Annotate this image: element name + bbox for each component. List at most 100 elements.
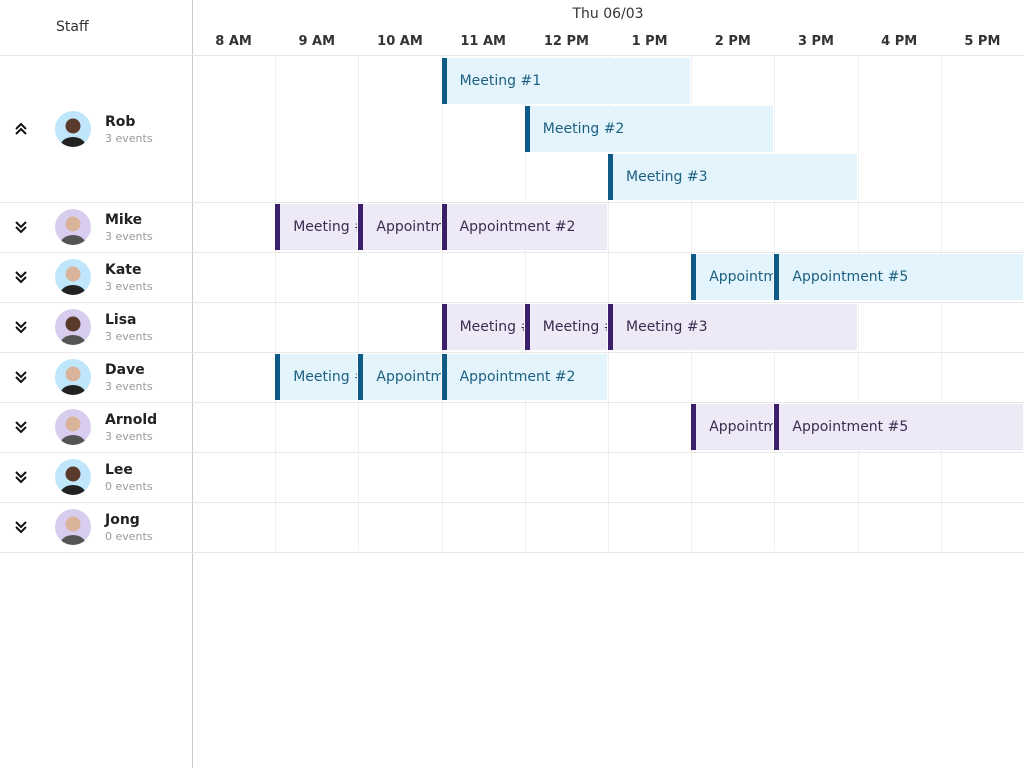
event-count: 3 events	[105, 380, 153, 393]
expand-toggle[interactable]	[14, 520, 28, 534]
event-title: Meeting #3	[626, 169, 708, 185]
event-count: 3 events	[105, 230, 153, 243]
event[interactable]: Meeting #1	[441, 304, 524, 350]
avatar	[55, 409, 91, 445]
event[interactable]: Appointment #2	[441, 354, 607, 400]
grid-line	[940, 56, 942, 551]
row-border	[0, 352, 1024, 353]
grid-line	[275, 56, 277, 551]
event[interactable]: Appointment #1	[358, 354, 441, 400]
event-accent	[275, 204, 281, 250]
avatar	[55, 309, 91, 345]
event-title: Appointment #4	[709, 419, 774, 435]
event-title: Appointment #4	[709, 269, 774, 285]
staff-name: Lee	[105, 462, 133, 478]
grid-line	[857, 56, 859, 551]
row-border	[0, 252, 1024, 253]
event[interactable]: Appointment #5	[774, 254, 1023, 300]
avatar	[55, 209, 91, 245]
event[interactable]: Meeting #2	[524, 304, 607, 350]
event-count: 0 events	[105, 530, 153, 543]
row-border	[0, 502, 1024, 503]
event-accent	[524, 106, 530, 152]
event[interactable]: Appointment #1	[358, 204, 441, 250]
row-border	[0, 552, 1024, 553]
event-count: 3 events	[105, 430, 153, 443]
staff-name: Arnold	[105, 412, 158, 428]
event[interactable]: Meeting #3	[608, 304, 857, 350]
staff-name: Jong	[105, 512, 140, 528]
event-title: Appointment #1	[376, 219, 441, 235]
event-accent	[441, 58, 447, 104]
expand-toggle[interactable]	[14, 220, 28, 234]
event-count: 3 events	[105, 280, 153, 293]
event[interactable]: Appointment #4	[691, 254, 774, 300]
event-title: Meeting #2	[542, 121, 625, 137]
divider	[192, 0, 193, 768]
event[interactable]: Appointment #2	[441, 204, 607, 250]
event-title: Appointment #1	[376, 369, 441, 385]
hour-label: 5 PM	[964, 34, 1001, 49]
event-accent	[691, 404, 697, 450]
grid-line	[358, 56, 360, 551]
event-accent	[774, 254, 780, 300]
hour-label: 3 PM	[797, 34, 834, 49]
event-title: Appointment #2	[459, 369, 576, 385]
event-accent	[275, 354, 281, 400]
event-title: Meeting #1	[293, 219, 357, 235]
hour-label: 2 PM	[714, 34, 751, 49]
expand-toggle[interactable]	[14, 270, 28, 284]
row-border	[0, 452, 1024, 453]
event-title: Meeting #1	[459, 73, 542, 89]
expand-toggle[interactable]	[14, 122, 28, 136]
event-accent	[441, 304, 447, 350]
staff-name: Rob	[105, 114, 136, 130]
row-border	[0, 402, 1024, 403]
event-count: 3 events	[105, 132, 153, 145]
staff-header: Staff	[56, 19, 89, 35]
expand-toggle[interactable]	[14, 470, 28, 484]
event-count: 0 events	[105, 480, 153, 493]
event[interactable]: Appointment #5	[774, 404, 1023, 450]
date-header: Thu 06/03	[572, 6, 644, 22]
event-title: Meeting #1	[293, 369, 357, 385]
event-title: Meeting #3	[626, 319, 708, 335]
event-accent	[691, 254, 697, 300]
hour-label: 10 AM	[377, 34, 423, 49]
row-border	[0, 202, 1024, 203]
staff-name: Kate	[105, 262, 142, 278]
avatar	[55, 459, 91, 495]
event[interactable]: Meeting #1	[275, 204, 358, 250]
event[interactable]: Meeting #1	[275, 354, 358, 400]
event-accent	[358, 354, 364, 400]
expand-toggle[interactable]	[14, 370, 28, 384]
avatar	[55, 111, 91, 147]
avatar	[55, 509, 91, 545]
hour-label: 9 AM	[298, 34, 336, 49]
hour-label: 12 PM	[543, 34, 589, 49]
hour-label: 1 PM	[631, 34, 668, 49]
event-title: Meeting #1	[459, 319, 524, 335]
hour-label: 11 AM	[460, 34, 506, 49]
event-accent	[524, 304, 530, 350]
event-title: Meeting #2	[542, 319, 607, 335]
avatar	[55, 359, 91, 395]
hour-label: 8 AM	[215, 34, 252, 49]
expand-toggle[interactable]	[14, 420, 28, 434]
hour-label: 4 PM	[881, 34, 918, 49]
event-accent	[774, 404, 780, 450]
expand-toggle[interactable]	[14, 320, 28, 334]
event-title: Appointment #2	[459, 219, 576, 235]
grid-line	[608, 56, 609, 551]
event[interactable]: Meeting #3	[608, 154, 857, 200]
event-accent	[441, 204, 447, 250]
event-accent	[608, 154, 613, 200]
staff-name: Dave	[105, 362, 145, 378]
event[interactable]: Meeting #1	[441, 58, 691, 104]
header-border	[0, 55, 1024, 56]
event-accent	[358, 204, 364, 250]
event[interactable]: Appointment #4	[691, 404, 774, 450]
event[interactable]: Meeting #2	[524, 106, 774, 152]
event-count: 3 events	[105, 330, 153, 343]
